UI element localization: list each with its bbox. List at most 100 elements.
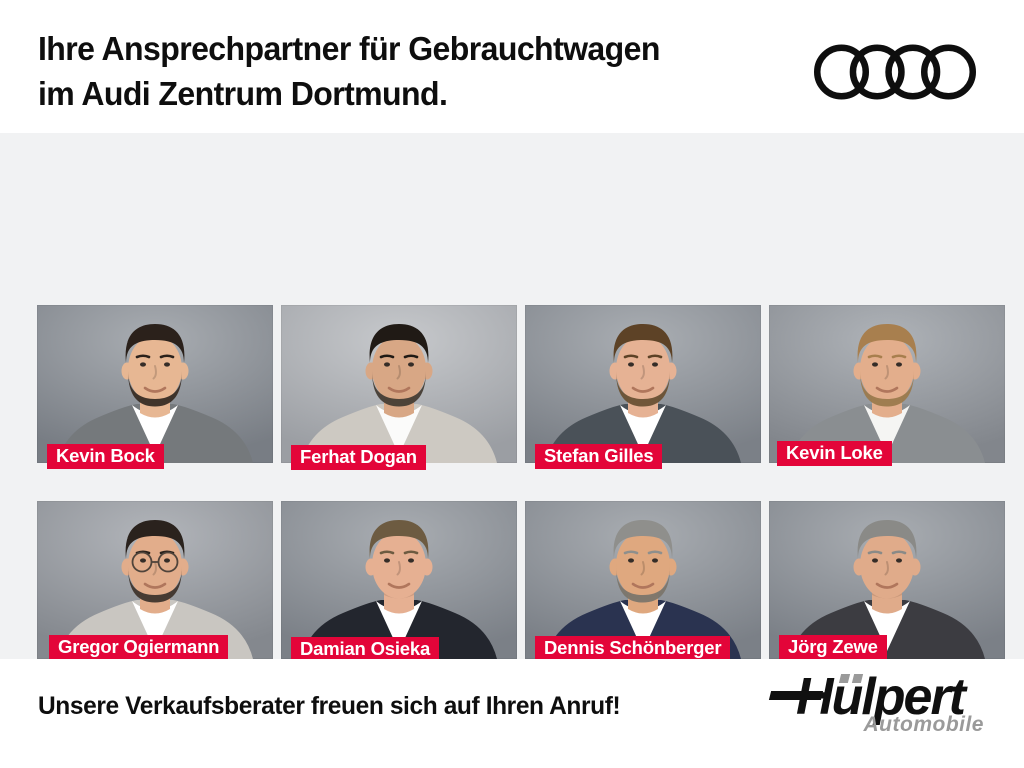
eye: [872, 362, 878, 367]
smile: [631, 582, 655, 589]
eyebrow: [379, 550, 395, 555]
eye: [652, 558, 658, 563]
beard: [128, 371, 182, 407]
eyebrow: [647, 354, 663, 359]
huelpert-logo-subtitle: Automobile: [863, 713, 984, 736]
eye: [408, 558, 414, 563]
face: [616, 531, 670, 599]
portrait-photo: [301, 520, 497, 659]
team-member-card: Dennis Schönberger: [525, 501, 761, 661]
team-member-card: Gregor Ogiermann: [37, 501, 273, 660]
eyebrow: [403, 354, 419, 359]
smile: [387, 582, 411, 589]
portrait-photo: [301, 324, 497, 463]
smile: [143, 386, 167, 393]
hair: [369, 520, 429, 559]
eye: [896, 362, 902, 367]
portrait-photo: [545, 324, 741, 463]
beard: [860, 371, 914, 407]
eye: [628, 362, 634, 367]
beard: [128, 567, 182, 603]
person-name-badge: Stefan Gilles: [535, 444, 663, 469]
eye: [140, 362, 146, 367]
eyebrow: [135, 354, 151, 359]
person-name-badge: Jörg Zewe: [779, 635, 887, 660]
eyebrow: [891, 354, 907, 359]
smile: [631, 386, 655, 393]
person-name-badge: Damian Osieka: [291, 637, 440, 662]
footer-message: Unsere Verkaufsberater freuen sich auf I…: [38, 692, 621, 720]
page-title: Ihre Ansprechpartner für Gebrauchtwagen …: [38, 26, 660, 116]
team-member-card: Ferhat Dogan: [281, 305, 517, 470]
eyebrow: [623, 550, 639, 555]
nose: [884, 561, 889, 576]
eye: [140, 558, 146, 563]
nose: [396, 365, 401, 380]
page-title-line1: Ihre Ansprechpartner für Gebrauchtwagen: [38, 30, 660, 67]
shirt: [864, 405, 910, 455]
face: [372, 335, 426, 403]
face: [860, 335, 914, 403]
glasses-icon: [131, 551, 179, 573]
portrait-photo: [789, 324, 985, 463]
eye: [652, 362, 658, 367]
team-member-card: Kevin Loke: [769, 305, 1005, 466]
hair: [125, 324, 185, 363]
hair: [613, 520, 673, 559]
shirt: [864, 601, 910, 651]
face: [128, 335, 182, 403]
eyebrow: [867, 550, 883, 555]
eye: [164, 362, 170, 367]
huelpert-logo: Hülpert Automobile: [768, 669, 984, 741]
smile: [387, 386, 411, 393]
person-name-badge: Kevin Bock: [47, 444, 164, 469]
shirt: [620, 405, 666, 455]
face: [616, 335, 670, 403]
person-name-badge: Ferhat Dogan: [291, 445, 426, 470]
footer: Unsere Verkaufsberater freuen sich auf I…: [0, 659, 1024, 768]
eye: [628, 558, 634, 563]
shirt: [376, 405, 422, 455]
nose: [884, 365, 889, 380]
audi-rings-icon: [814, 44, 976, 100]
nose: [640, 365, 645, 380]
hair: [857, 520, 917, 559]
eye: [408, 362, 414, 367]
beard: [616, 567, 670, 603]
face: [128, 531, 182, 599]
smile: [875, 582, 899, 589]
smile: [875, 386, 899, 393]
shirt: [132, 601, 178, 651]
eye: [384, 558, 390, 563]
eyebrow: [623, 354, 639, 359]
team-member-card: Damian Osieka: [281, 501, 517, 662]
hair: [125, 520, 185, 559]
eyebrow: [159, 354, 175, 359]
shirt: [376, 601, 422, 651]
eye: [384, 362, 390, 367]
eyebrow: [379, 354, 395, 359]
nose: [396, 561, 401, 576]
nose: [152, 365, 157, 380]
huelpert-logo-wordmark: Hülpert: [796, 668, 966, 726]
beard: [372, 371, 426, 407]
smile: [143, 582, 167, 589]
hair: [613, 324, 673, 363]
huelpert-umlaut-dots: [838, 674, 867, 685]
beard: [616, 371, 670, 407]
eyebrow: [403, 550, 419, 555]
team-member-card: Stefan Gilles: [525, 305, 761, 469]
face: [860, 531, 914, 599]
eye: [164, 558, 170, 563]
eye: [872, 558, 878, 563]
team-grid: Kevin Bock: [0, 133, 1024, 662]
team-member-card: Kevin Bock: [37, 305, 273, 469]
nose: [152, 561, 157, 576]
person-name-badge: Gregor Ogiermann: [49, 635, 229, 660]
hair: [369, 324, 429, 363]
face: [372, 531, 426, 599]
page-title-line2: im Audi Zentrum Dortmund.: [38, 75, 448, 112]
shirt: [132, 405, 178, 455]
header: Ihre Ansprechpartner für Gebrauchtwagen …: [0, 0, 1024, 133]
eye: [896, 558, 902, 563]
